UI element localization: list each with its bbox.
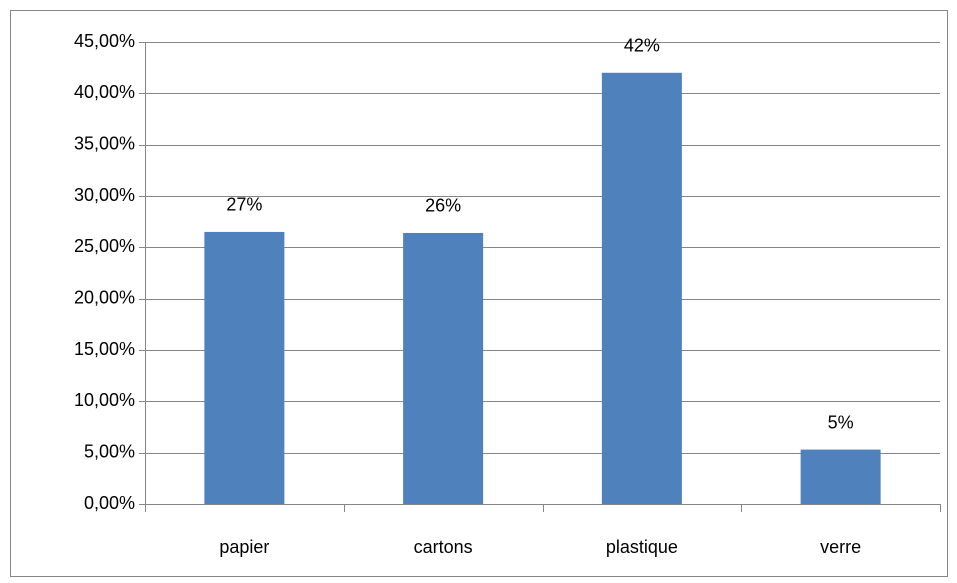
y-tick-label: 0,00%: [84, 493, 135, 513]
y-tick-label: 35,00%: [74, 133, 135, 153]
data-label: 42%: [624, 36, 660, 56]
x-tick-label: papier: [219, 537, 269, 557]
bar: [800, 449, 881, 504]
data-label: 5%: [828, 412, 854, 432]
x-tick-label: plastique: [606, 537, 678, 557]
y-tick-label: 45,00%: [74, 31, 135, 51]
y-tick-label: 40,00%: [74, 82, 135, 102]
x-tick-label: cartons: [414, 537, 473, 557]
data-label: 27%: [226, 195, 262, 215]
y-tick-label: 10,00%: [74, 390, 135, 410]
bar: [601, 72, 682, 505]
bar: [403, 232, 484, 504]
y-tick-label: 5,00%: [84, 441, 135, 461]
y-tick-label: 15,00%: [74, 339, 135, 359]
bar: [204, 231, 285, 504]
y-tick-label: 20,00%: [74, 287, 135, 307]
data-label: 26%: [425, 196, 461, 216]
y-tick-label: 30,00%: [74, 185, 135, 205]
x-tick-label: verre: [820, 537, 861, 557]
y-tick-label: 25,00%: [74, 236, 135, 256]
